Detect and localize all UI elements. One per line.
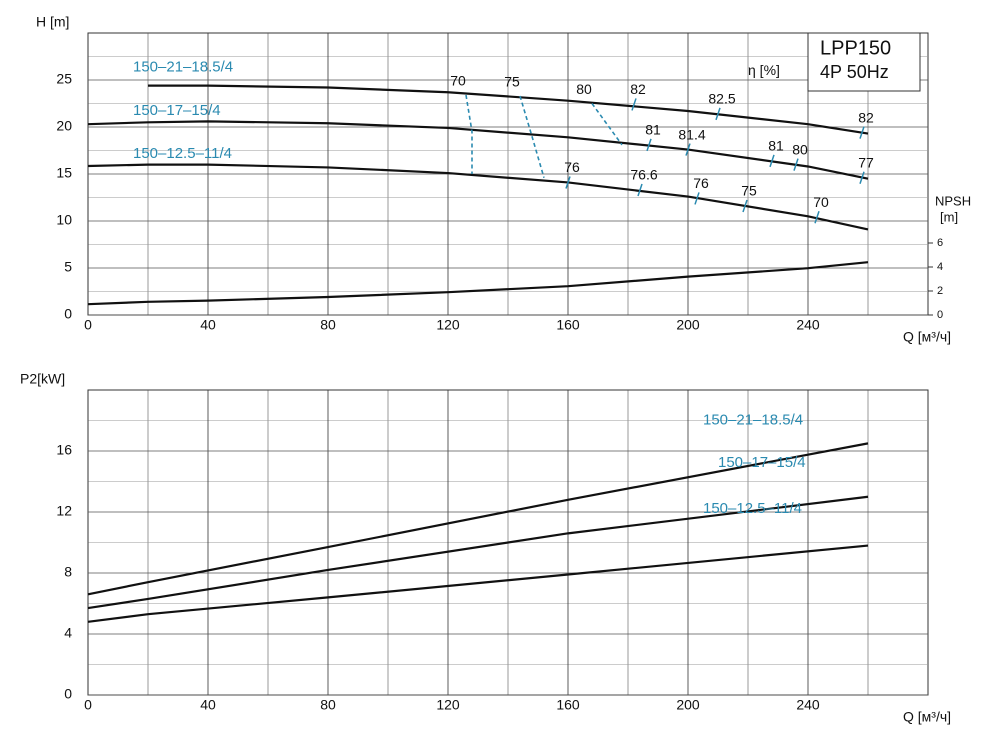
series-label: 150–17–15/4 <box>133 102 221 119</box>
x-tick-label: 0 <box>84 317 92 333</box>
eta-mark <box>694 192 700 205</box>
y-tick-label: 0 <box>64 686 72 702</box>
curve <box>87 120 869 180</box>
eta-line-label: 70 <box>450 73 466 89</box>
eta-mark <box>814 211 820 224</box>
y-tick-label: 4 <box>64 625 72 641</box>
eta-line <box>591 103 623 146</box>
eta-mark <box>859 126 865 139</box>
x-tick-label: 40 <box>200 317 216 333</box>
series-label: 150–17–15/4 <box>718 454 806 471</box>
y-tick-label: 0 <box>64 306 72 322</box>
y-tick-label: 25 <box>56 71 72 87</box>
y-axis-label: H [m] <box>36 14 69 30</box>
x-tick-label: 240 <box>796 317 820 333</box>
eta-mark <box>637 183 643 197</box>
x-tick-label: 40 <box>200 697 216 713</box>
series-label: 150–12.5–11/4 <box>703 500 802 517</box>
x-tick-label: 120 <box>436 697 460 713</box>
subtitle: 4P 50Hz <box>820 62 889 82</box>
curve <box>148 84 869 135</box>
y2-tick-label: 2 <box>937 285 943 297</box>
curve <box>87 163 869 231</box>
curve <box>87 544 869 623</box>
eta-line-label: 80 <box>576 81 592 97</box>
eta-mark-label: 76 <box>693 175 709 191</box>
eta-mark-label: 82 <box>630 81 646 97</box>
x-axis-label: Q [м³/ч] <box>903 329 951 345</box>
y-tick-label: 5 <box>64 259 72 275</box>
y-tick-label: 12 <box>56 503 72 519</box>
series-label: 150–12.5–11/4 <box>133 145 232 162</box>
curve <box>87 495 869 610</box>
eta-mark-label: 81 <box>768 138 784 154</box>
y-tick-label: 20 <box>56 118 72 134</box>
series-label: 150–21–18.5/4 <box>703 411 803 428</box>
eta-mark-label: 80 <box>792 141 808 157</box>
y2-tick-label: 6 <box>937 237 943 249</box>
y-axis-label: P2[kW] <box>20 371 65 387</box>
eta-line-label: 75 <box>504 74 520 90</box>
x-tick-label: 200 <box>676 317 700 333</box>
eta-mark <box>631 98 637 111</box>
x-tick-label: 120 <box>436 317 460 333</box>
eta-mark <box>742 199 748 213</box>
x-tick-label: 160 <box>556 317 580 333</box>
y2-axis-label: NPSH <box>935 193 971 208</box>
y2-tick-label: 4 <box>937 261 943 273</box>
x-tick-label: 200 <box>676 697 700 713</box>
eta-mark-label: 76.6 <box>630 167 657 183</box>
eta-line <box>465 94 473 174</box>
x-tick-label: 0 <box>84 697 92 713</box>
curve <box>87 442 869 596</box>
eta-mark <box>769 154 775 168</box>
eta-mark-label: 81.4 <box>678 126 705 142</box>
eta-mark-label: 76 <box>564 159 580 175</box>
eta-mark <box>565 176 571 189</box>
eta-mark <box>685 143 691 156</box>
x-tick-label: 160 <box>556 697 580 713</box>
title-box <box>807 32 921 92</box>
eta-mark-label: 82.5 <box>708 91 735 107</box>
eta-mark <box>715 107 721 121</box>
x-tick-label: 80 <box>320 317 336 333</box>
eta-mark-label: 82 <box>858 109 874 125</box>
y-tick-label: 8 <box>64 564 72 580</box>
eta-mark <box>859 171 865 184</box>
title: LPP150 <box>820 37 891 59</box>
eta-mark-label: 81 <box>645 122 661 138</box>
y2-tick-label: 0 <box>937 309 943 321</box>
eta-mark <box>646 138 652 152</box>
y-tick-label: 10 <box>56 212 72 228</box>
curve <box>87 261 869 306</box>
eta-mark-label: 70 <box>813 194 829 210</box>
x-tick-label: 80 <box>320 697 336 713</box>
y-tick-label: 16 <box>56 442 72 458</box>
eta-mark-label: 75 <box>741 183 757 199</box>
series-label: 150–21–18.5/4 <box>133 59 233 76</box>
eta-label: η [%] <box>748 62 780 78</box>
y-tick-label: 15 <box>56 165 72 181</box>
eta-line <box>519 95 545 178</box>
eta-mark <box>793 158 799 171</box>
x-axis-label: Q [м³/ч] <box>903 709 951 725</box>
eta-mark-label: 77 <box>858 154 874 170</box>
x-tick-label: 240 <box>796 697 820 713</box>
y2-axis-unit: [m] <box>940 209 958 224</box>
